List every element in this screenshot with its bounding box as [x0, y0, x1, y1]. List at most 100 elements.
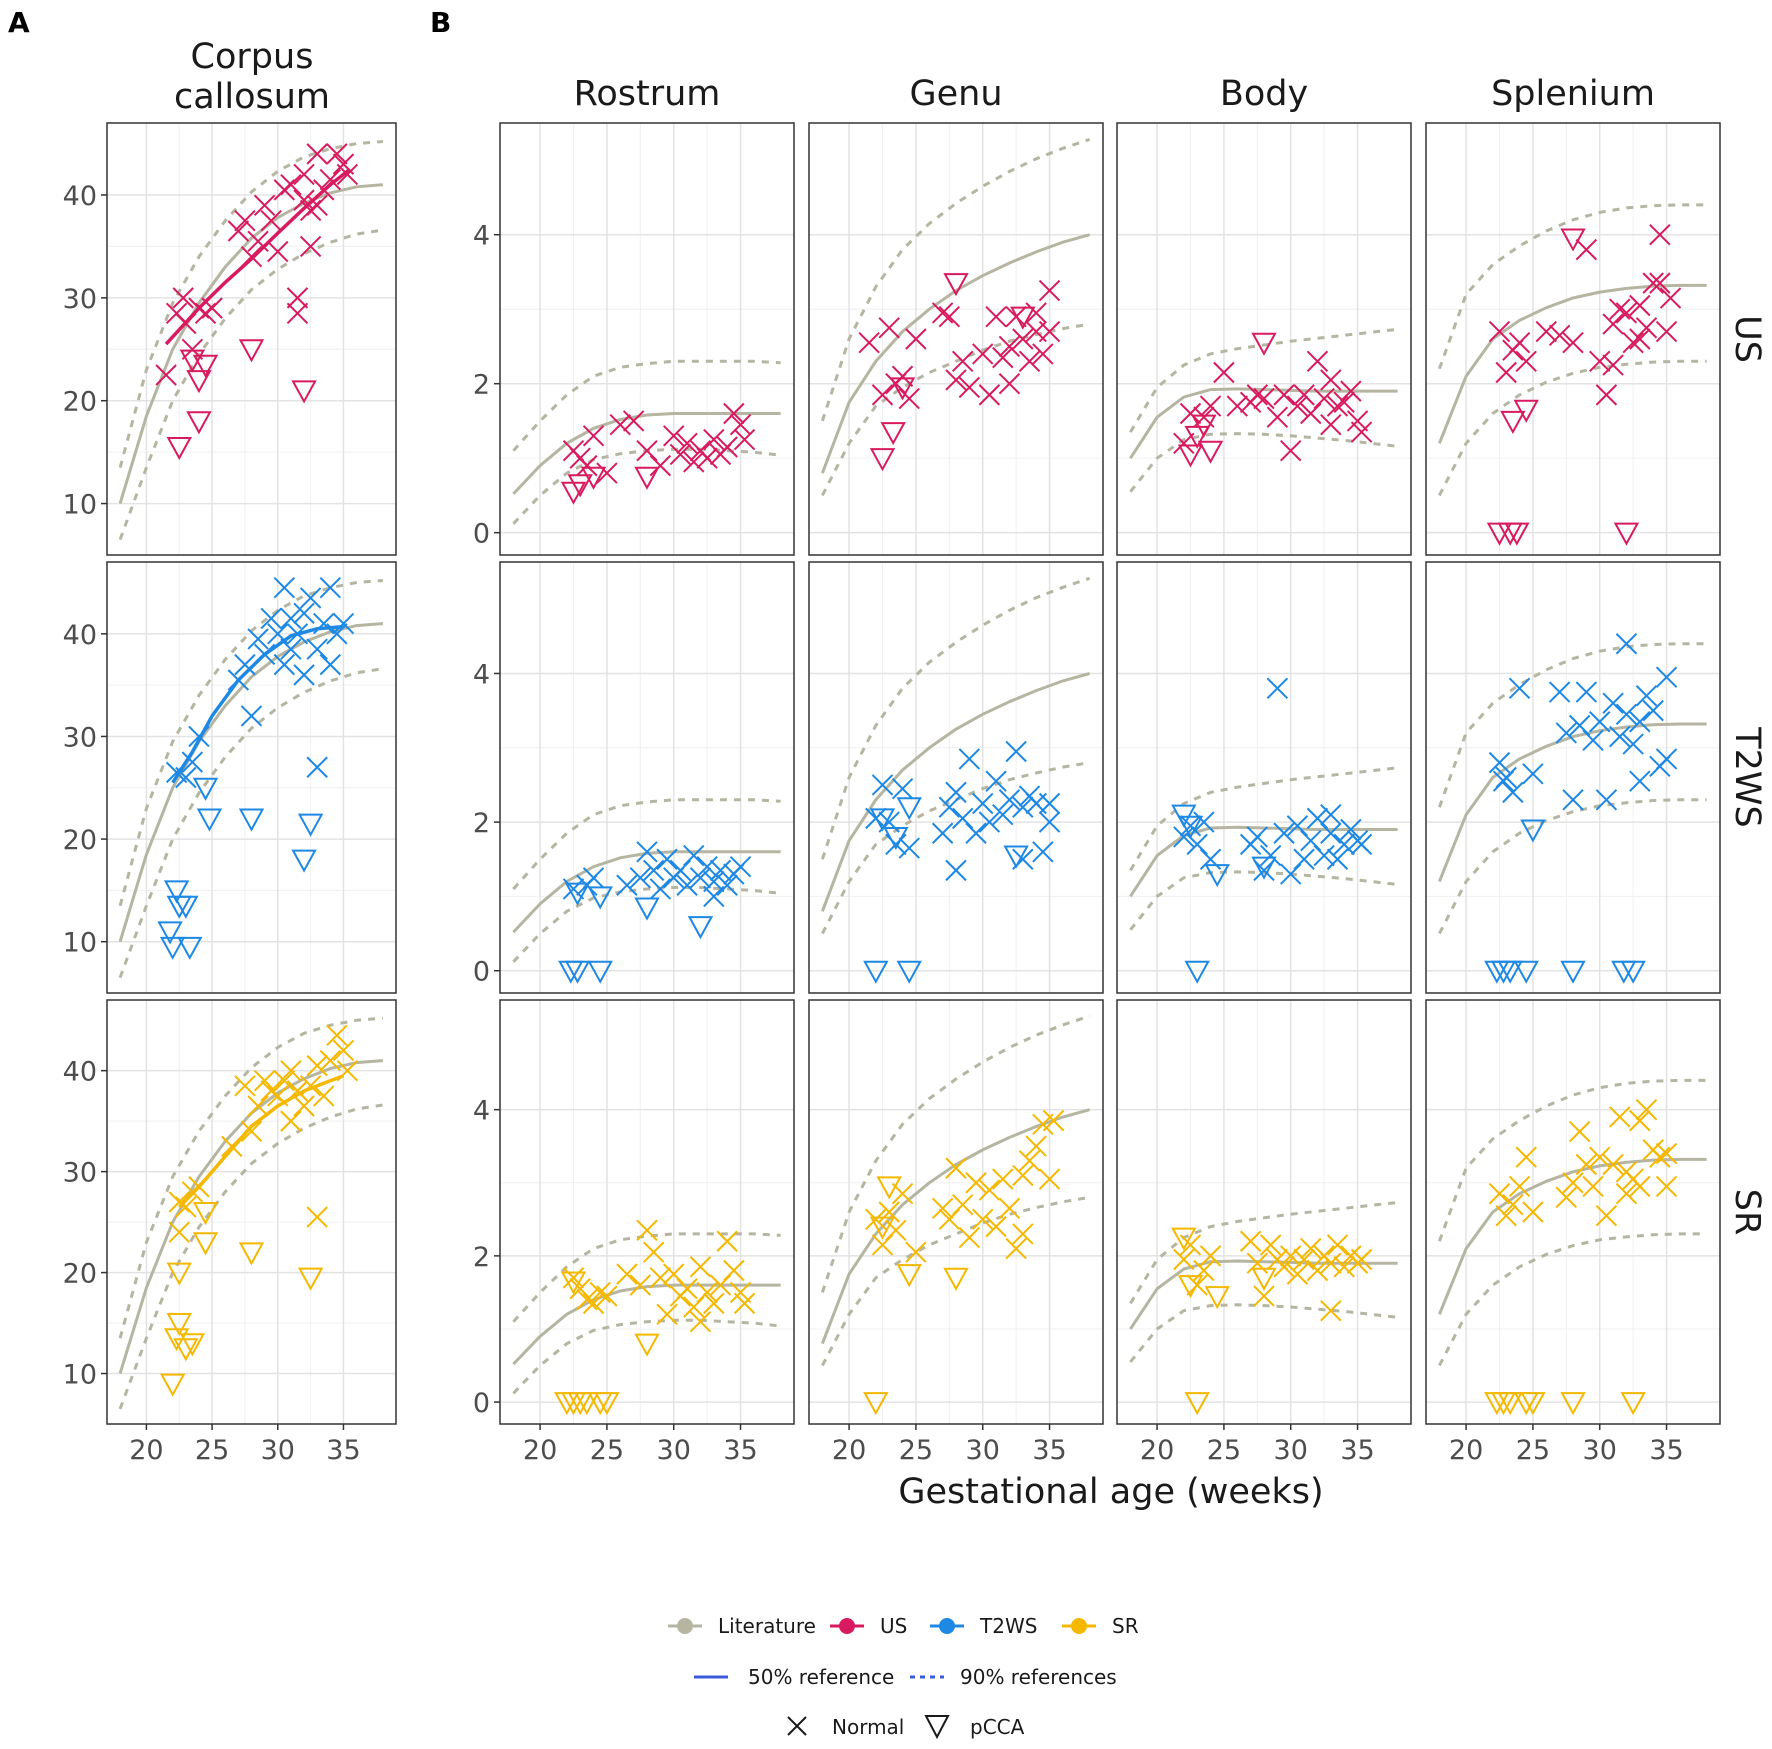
- panel-b-t2ws-rostrum-normal-point: [636, 841, 658, 863]
- panel-b-t2ws-body-normal-point: [1173, 826, 1195, 848]
- panel-b-t2ws-rostrum-normal-point: [729, 855, 752, 878]
- panel-b-us-rostrum-normal-point: [582, 425, 605, 447]
- panel-b-sr-splenium-normal-point: [1649, 1146, 1671, 1168]
- panel-b-sr-splenium-pcca-point: [1560, 1392, 1586, 1416]
- panel-b-sr-body-normal-point: [1253, 1285, 1275, 1307]
- panel-b-t2ws-rostrum-normal-point: [562, 878, 585, 900]
- panel-a-sr-normal-point: [306, 1054, 328, 1077]
- panel-b-us-genu-literature-median-line: [820, 233, 1091, 474]
- panel-a-sr-grid: [106, 999, 397, 1425]
- panel-a-us-normal-point: [267, 240, 289, 263]
- panel-b-t2ws-body-grid: [1116, 561, 1412, 994]
- panel-b-t2ws-splenium-normal-point: [1508, 677, 1531, 700]
- panel-b-t2ws-splenium-normal-point: [1568, 714, 1591, 737]
- panel-b-us-body-normal-point: [1199, 395, 1222, 417]
- panel-b-sr-rostrum-normal-point: [596, 1285, 618, 1307]
- panel-b-sr-rostrum-normal-point: [703, 1292, 725, 1315]
- panel-b-sr-genu-xtick-label: 35: [1032, 1435, 1066, 1466]
- panel-b-sr-splenium-xtick-label: 35: [1649, 1435, 1683, 1466]
- panel-a-sr-normal-point: [168, 1191, 190, 1213]
- panel-b-t2ws-genu-normal-point: [945, 781, 967, 804]
- panel-b-us-genu-normal-point: [958, 376, 981, 399]
- panel-b-us-splenium-normal-point: [1589, 350, 1611, 373]
- panel-b-us-genu-pcca-point: [943, 273, 969, 297]
- panel-b-t2ws-splenium-pcca-point: [1620, 960, 1646, 984]
- panel-b-us-body-normal-point: [1173, 432, 1195, 454]
- panel-b-t2ws-body-normal-point: [1333, 833, 1355, 856]
- panel-b-us-genu-normal-point: [992, 346, 1014, 369]
- panel-b-t2ws-genu-normal-point: [1012, 848, 1034, 870]
- panel-b-us-rostrum-normal-point: [636, 440, 658, 462]
- panel-b-t2ws-genu-normal-point: [878, 811, 900, 833]
- panel-b-us-rostrum-pcca-points: [560, 466, 660, 505]
- panel-b-sr-splenium-normal-point: [1575, 1153, 1598, 1176]
- panel-b-us-body-literature-high-line: [1129, 327, 1398, 433]
- panel-b-t2ws-genu-literature-median-line: [820, 672, 1091, 912]
- panel-b-sr-genu-normal-point: [931, 1197, 954, 1220]
- panel-b-t2ws-genu-normal-point: [998, 789, 1021, 811]
- panel-b-t2ws-body-literature-median-line: [1129, 825, 1398, 898]
- panel-b-t2ws-splenium-literature: [1437, 642, 1707, 935]
- panel-b-sr-body-normal-point: [1199, 1245, 1222, 1267]
- panel-b-us-rostrum-normal-point: [723, 402, 745, 425]
- panel-b-t2ws-genu-normal-point: [951, 807, 974, 830]
- panel-a-sr-ytick-label: 20: [63, 1259, 97, 1290]
- panel-b-t2ws-splenium-normal-point: [1575, 681, 1598, 703]
- panel-a-t2ws-fit-line: [171, 624, 344, 784]
- panel-b-us-genu-normal-point: [1005, 305, 1027, 328]
- panel-b-us-rostrum-ytick-label: 2: [473, 370, 490, 401]
- panel-b-t2ws-splenium-normal-point: [1595, 789, 1618, 811]
- panel-b-us-splenium-normal-point: [1615, 302, 1638, 324]
- panel-b-sr-splenium-grid: [1425, 999, 1721, 1425]
- panel-b-t2ws-splenium-literature-high-line: [1437, 642, 1707, 808]
- panel-b-sr-genu-normal-point: [865, 1208, 887, 1231]
- panel-b-sr-genu-normal-point: [1042, 1109, 1065, 1132]
- panel-b-t2ws-body-border: [1116, 561, 1412, 994]
- panel-b-us-body-literature-median-line: [1129, 387, 1398, 460]
- chart-marks: [118, 137, 1707, 1416]
- panel-b-sr-genu-normal-point: [1018, 1150, 1041, 1172]
- panel-b-us-splenium-normal-point: [1629, 328, 1651, 350]
- panel-b-sr-body-normal-point: [1306, 1259, 1329, 1282]
- panel-a-sr-literature-high-line: [118, 1016, 384, 1339]
- panel-b-t2ws-rostrum-normal-point: [676, 874, 698, 896]
- panel-b-sr-rostrum-normal-point: [689, 1256, 712, 1278]
- panel-b-sr-rostrum-pcca-point: [594, 1392, 620, 1416]
- panel-a-sr-pcca-point: [166, 1262, 192, 1286]
- panel-b-us-genu-normal-point: [1018, 350, 1041, 373]
- panel-a-t2ws-normal-point: [273, 653, 296, 676]
- panel-b-t2ws-splenium-border: [1425, 561, 1721, 994]
- panel-b-t2ws-genu-normal-point: [972, 792, 994, 815]
- panel-b-t2ws-splenium-normal-point: [1629, 770, 1651, 792]
- panel-b-t2ws-splenium-pcca-point: [1513, 960, 1539, 984]
- panel-b-t2ws-genu-normal-point: [871, 774, 894, 796]
- panel-b-us-genu-pcca-points: [869, 273, 1036, 472]
- panel-b-sr-splenium-normal-point: [1495, 1204, 1517, 1227]
- panel-a-sr-normal-point: [247, 1095, 269, 1117]
- panel-b-sr-splenium-normal-point: [1629, 1109, 1651, 1132]
- legend-literature-dot: [677, 1618, 693, 1634]
- panel-a-us-normal-point: [227, 220, 250, 242]
- panel-b-t2ws-rostrum-ytick-label: 4: [473, 659, 490, 690]
- panel-b-us-body-normal-points: [1173, 350, 1373, 462]
- panel-b-t2ws-rostrum-normal-point: [669, 859, 692, 882]
- panel-b-sr-splenium-pcca-point: [1520, 1392, 1546, 1416]
- panel-a-sr-pcca-point: [173, 1338, 199, 1362]
- legend-us-dot: [839, 1618, 855, 1634]
- panel-a-us-pcca-points: [166, 339, 317, 461]
- panel-b-t2ws-rostrum-literature-low-line: [512, 886, 781, 963]
- panel-a-sr-ytick-label: 10: [63, 1360, 97, 1391]
- panel-b-t2ws-splenium-normal-point: [1615, 703, 1638, 726]
- panel-a-us-fit-line: [164, 167, 352, 346]
- panel-a-t2ws-pcca-point: [291, 849, 317, 873]
- panel-a-title-line2: callosum: [174, 77, 330, 117]
- panel-b-us-rostrum-normal-point: [683, 451, 705, 473]
- panel-b-t2ws-genu-normal-point: [978, 811, 1001, 833]
- legend-shape-row: Normal pCCA: [787, 1715, 1025, 1740]
- panel-a-sr-xtick-label: 35: [326, 1435, 360, 1466]
- panel-b-t2ws-rostrum-normal-point: [703, 870, 725, 893]
- panel-label-b: B: [430, 6, 451, 39]
- panel-b-us-splenium-pcca-point: [1560, 228, 1586, 252]
- panel-b-sr-splenium-normal-point: [1488, 1183, 1511, 1205]
